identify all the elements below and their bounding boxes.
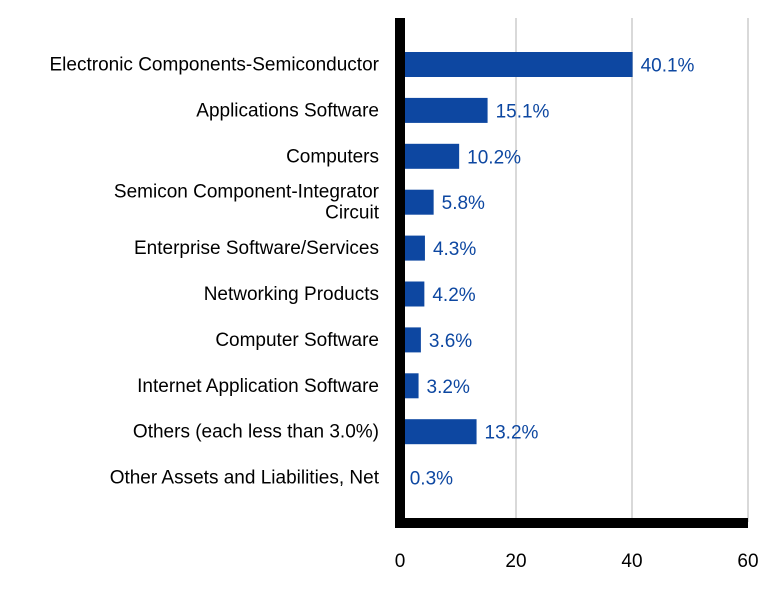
data-label: 0.3% bbox=[410, 469, 453, 490]
category-label: Enterprise Software/Services bbox=[134, 238, 379, 259]
bars bbox=[400, 52, 633, 491]
bar bbox=[400, 189, 434, 215]
gridlines bbox=[515, 18, 749, 522]
category-label: Electronic Components-Semiconductor bbox=[50, 55, 380, 76]
x-tick-label: 20 bbox=[505, 551, 526, 572]
data-label: 13.2% bbox=[485, 423, 539, 444]
data-label: 15.1% bbox=[496, 101, 550, 122]
bar bbox=[400, 97, 488, 123]
bar bbox=[400, 419, 477, 445]
data-label: 5.8% bbox=[442, 193, 485, 214]
category-label: Other Assets and Liabilities, Net bbox=[110, 468, 380, 489]
x-tick-label: 60 bbox=[737, 551, 758, 572]
data-label: 4.2% bbox=[432, 285, 475, 306]
bar bbox=[400, 52, 633, 77]
x-tick-label: 0 bbox=[395, 551, 406, 572]
category-label: Internet Application Software bbox=[137, 376, 379, 397]
data-label: 3.6% bbox=[429, 331, 472, 352]
data-label: 4.3% bbox=[433, 239, 476, 260]
axes bbox=[395, 18, 748, 528]
labels: Electronic Components-Semiconductor 40.1%… bbox=[50, 55, 759, 573]
category-label: Circuit bbox=[325, 203, 380, 224]
bar bbox=[400, 327, 421, 353]
y-axis-line bbox=[395, 18, 405, 526]
data-label: 3.2% bbox=[427, 377, 470, 398]
category-label: Computer Software bbox=[215, 330, 379, 351]
category-label: Computers bbox=[286, 146, 379, 167]
x-axis-line bbox=[395, 518, 748, 528]
x-tick-label: 40 bbox=[621, 551, 642, 572]
bar bbox=[400, 143, 460, 169]
category-label: Networking Products bbox=[204, 284, 379, 305]
category-label: Semicon Component-Integrator bbox=[114, 182, 380, 203]
category-label: Applications Software bbox=[196, 100, 379, 121]
category-label: Others (each less than 3.0%) bbox=[133, 422, 379, 443]
data-label: 10.2% bbox=[467, 147, 521, 168]
data-label: 40.1% bbox=[641, 56, 695, 77]
